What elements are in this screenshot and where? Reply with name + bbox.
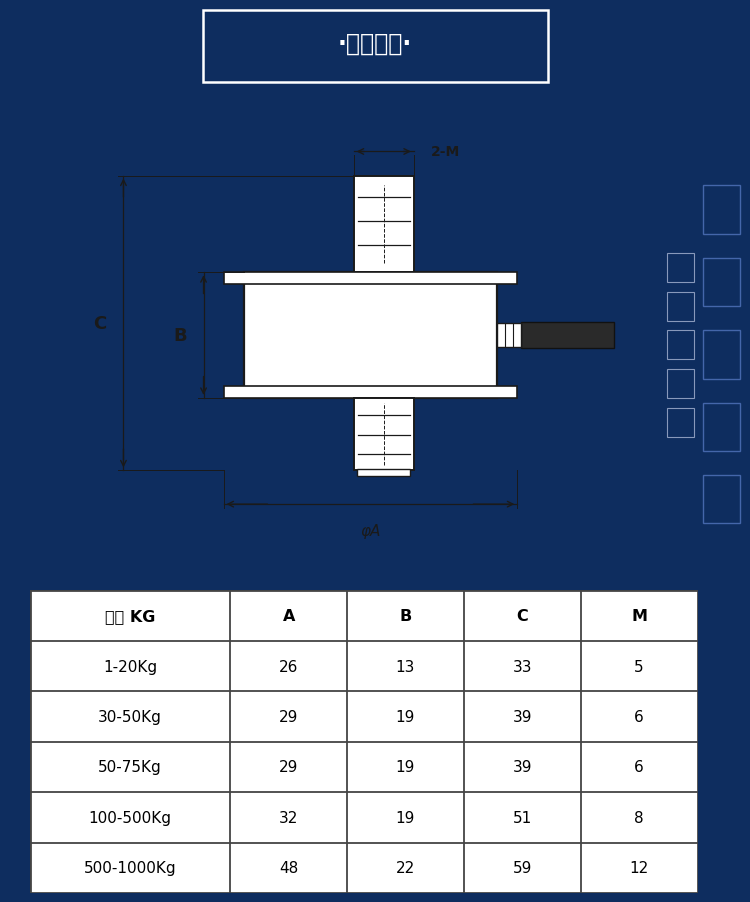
Text: 39: 39 <box>512 759 532 775</box>
Bar <box>703 259 740 307</box>
Text: 59: 59 <box>512 861 532 875</box>
Bar <box>354 177 414 273</box>
Text: 6: 6 <box>634 709 644 724</box>
Bar <box>202 12 548 83</box>
Text: 29: 29 <box>279 709 298 724</box>
Text: 8: 8 <box>634 810 644 825</box>
Bar <box>668 408 694 437</box>
Text: 6: 6 <box>634 759 644 775</box>
Text: 19: 19 <box>396 709 416 724</box>
Text: ·外型尺寸·: ·外型尺寸· <box>338 32 412 56</box>
Text: φA: φA <box>360 524 380 538</box>
Text: 32: 32 <box>279 810 298 825</box>
Bar <box>357 469 410 476</box>
Text: 500-1000Kg: 500-1000Kg <box>84 861 176 875</box>
Text: A: A <box>283 609 295 623</box>
Bar <box>668 331 694 360</box>
Text: 39: 39 <box>512 709 532 724</box>
Bar <box>703 475 740 524</box>
Text: 19: 19 <box>396 810 416 825</box>
Bar <box>520 322 614 349</box>
Text: B: B <box>173 327 187 345</box>
Text: C: C <box>94 315 106 333</box>
Text: 26: 26 <box>279 658 298 674</box>
Bar <box>497 324 520 348</box>
Text: 19: 19 <box>396 759 416 775</box>
Text: 2-M: 2-M <box>430 145 460 160</box>
Bar <box>668 253 694 282</box>
Text: B: B <box>399 609 412 623</box>
Bar <box>703 331 740 379</box>
Text: 13: 13 <box>396 658 416 674</box>
Text: 5: 5 <box>634 658 644 674</box>
Bar <box>668 370 694 399</box>
Bar <box>224 386 518 399</box>
Bar <box>703 186 740 235</box>
Text: 50-75Kg: 50-75Kg <box>98 759 162 775</box>
Text: M: M <box>631 609 647 623</box>
Text: 量程 KG: 量程 KG <box>105 609 155 623</box>
Text: 29: 29 <box>279 759 298 775</box>
Text: 1-20Kg: 1-20Kg <box>103 658 158 674</box>
Text: 22: 22 <box>396 861 415 875</box>
Bar <box>668 292 694 321</box>
Bar <box>354 399 414 471</box>
Text: 12: 12 <box>629 861 649 875</box>
Text: C: C <box>517 609 528 623</box>
Bar <box>703 403 740 452</box>
Text: 51: 51 <box>513 810 532 825</box>
Text: 100-500Kg: 100-500Kg <box>88 810 172 825</box>
Bar <box>224 273 518 285</box>
Text: 30-50Kg: 30-50Kg <box>98 709 162 724</box>
Text: 48: 48 <box>279 861 298 875</box>
Bar <box>244 273 497 399</box>
Text: 33: 33 <box>512 658 532 674</box>
